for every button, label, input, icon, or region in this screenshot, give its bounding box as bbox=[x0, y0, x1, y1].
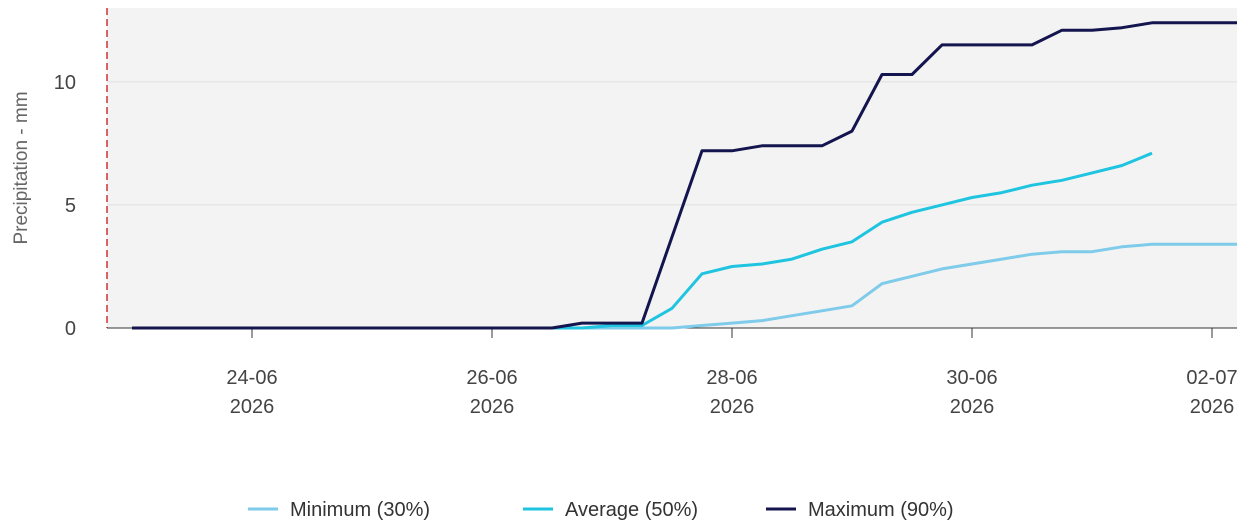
y-tick-label: 10 bbox=[54, 72, 76, 94]
legend-item[interactable]: Maximum (90%) bbox=[766, 499, 954, 521]
x-tick-label-day: 24-06 bbox=[226, 367, 277, 389]
x-tick-label-year: 2026 bbox=[1190, 396, 1235, 418]
x-axis-ticks: 24-06 2026 26-06 2026 28-06 2026 30-06 2026 02-0… bbox=[226, 328, 1237, 418]
x-tick-label-day: 02-07 bbox=[1186, 367, 1237, 389]
legend-label: Minimum (30%) bbox=[290, 499, 430, 521]
legend-label: Maximum (90%) bbox=[808, 499, 954, 521]
y-axis-label: Precipitation - mm bbox=[11, 91, 32, 244]
x-tick-label-year: 2026 bbox=[950, 396, 995, 418]
legend-item[interactable]: Minimum (30%) bbox=[248, 499, 430, 521]
legend-item[interactable]: Average (50%) bbox=[523, 499, 698, 521]
y-tick-label: 0 bbox=[65, 318, 76, 340]
grid-lines bbox=[107, 81, 1237, 206]
y-tick-label: 5 bbox=[65, 195, 76, 217]
y-axis-ticks: 0 5 10 bbox=[54, 72, 76, 340]
plot-background bbox=[107, 8, 1237, 328]
series-line bbox=[132, 242, 1237, 330]
legend[interactable]: Minimum (30%) Average (50%) Maximum (90%) bbox=[248, 499, 954, 521]
x-tick-label-year: 2026 bbox=[230, 396, 275, 418]
x-tick-label-day: 28-06 bbox=[706, 367, 757, 389]
series-line bbox=[132, 21, 1237, 330]
legend-label: Average (50%) bbox=[565, 499, 698, 521]
x-tick-label-day: 30-06 bbox=[946, 367, 997, 389]
series-lines bbox=[132, 21, 1237, 330]
x-tick-label-year: 2026 bbox=[710, 396, 755, 418]
x-tick-label-day: 26-06 bbox=[466, 367, 517, 389]
series-line bbox=[132, 151, 1153, 330]
x-tick-label-year: 2026 bbox=[470, 396, 515, 418]
